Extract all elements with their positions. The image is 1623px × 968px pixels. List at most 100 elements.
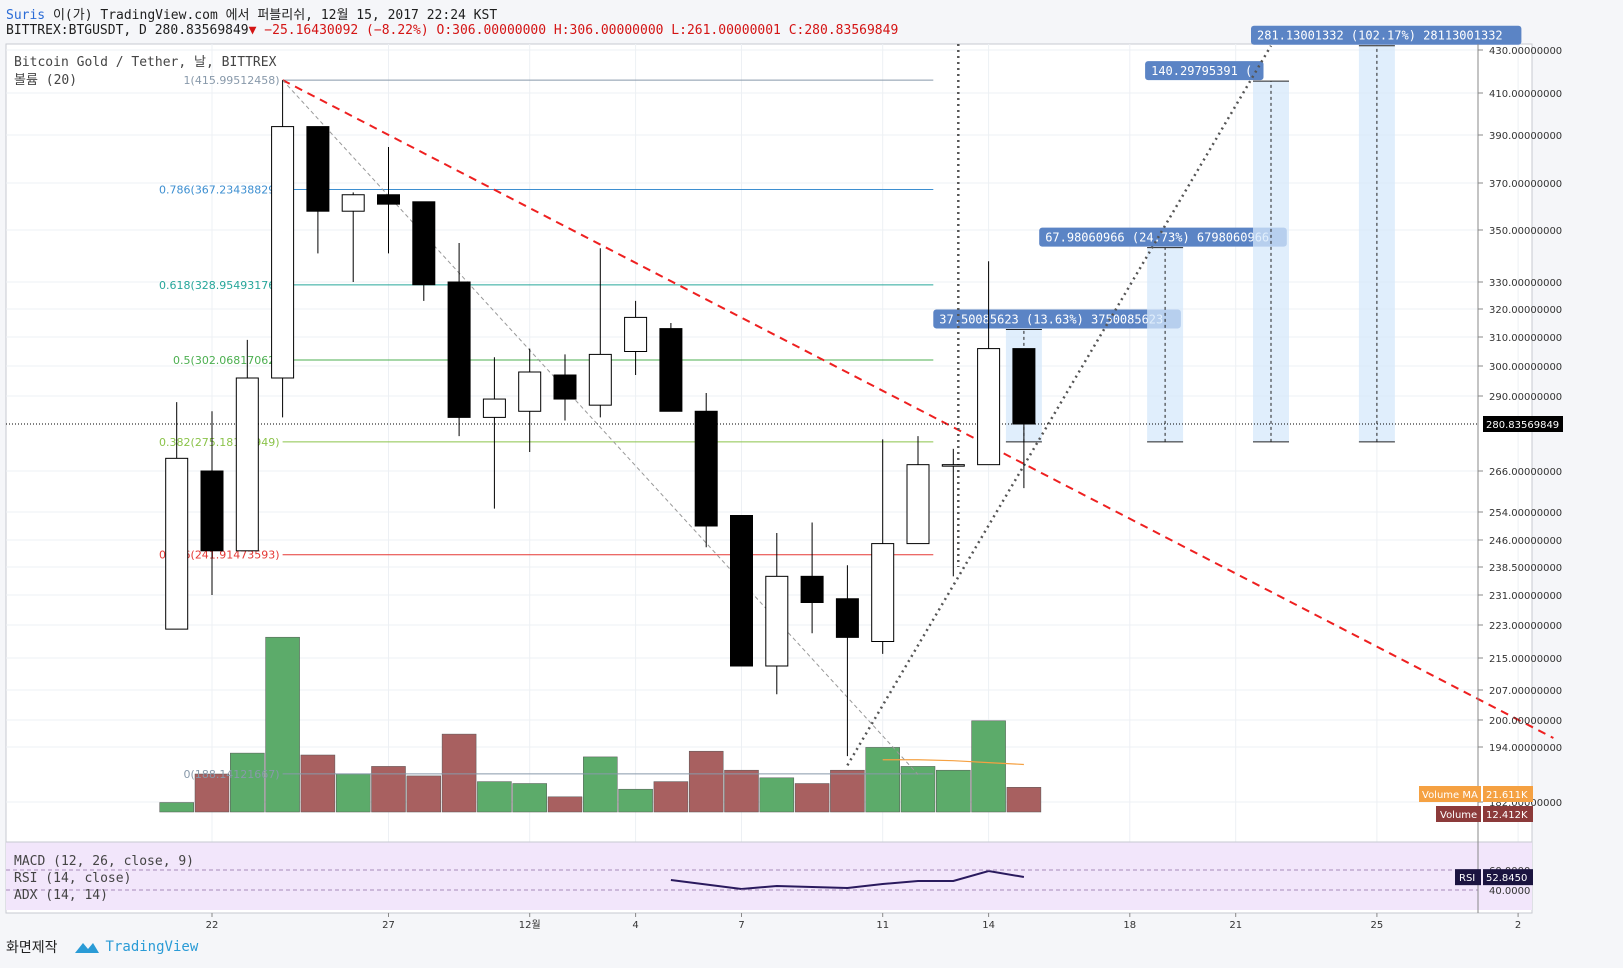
rsi-tick-label: 40.0000: [1489, 886, 1530, 897]
price-tick-label: 390.00000000: [1489, 131, 1562, 142]
volume-bar: [794, 783, 830, 813]
volume-bar: [300, 754, 336, 813]
rsi-value: 52.8450: [1486, 873, 1527, 884]
publish-header: Suris 이(가) TradingView.com 에서 퍼블리쉬, 12월 …: [6, 4, 497, 23]
price-tick-label: 223.00000000: [1489, 621, 1562, 632]
volume-ma-value-bg: [1483, 786, 1533, 802]
projection-label: 37.50085623 (13.63%) 3750085623: [939, 312, 1163, 326]
candle-body: [165, 457, 189, 630]
change-value: −25.16430092 (−8.22%): [264, 23, 429, 38]
rsi-name-bg: [1455, 869, 1481, 886]
volume-bar: [936, 769, 971, 813]
candle-body: [1012, 348, 1036, 425]
volume-bar: [900, 766, 936, 813]
time-tick-label: 21: [1229, 920, 1242, 931]
candle-body: [306, 126, 330, 212]
volume-bar: [830, 769, 865, 813]
rsi-line: [670, 869, 1025, 891]
candle-body: [694, 410, 718, 527]
fib-level-label: 1(415.99512458): [184, 74, 280, 87]
candle-body: [518, 371, 542, 412]
candle-body: [235, 377, 259, 552]
price-tick-label: 238.50000000: [1489, 563, 1562, 574]
ohlc-values: O:306.00000000 H:306.00000000 L:261.0000…: [436, 23, 899, 38]
volume-bar: [971, 720, 1006, 813]
candle-body: [271, 126, 295, 379]
price-tick-label: 194.00000000: [1489, 743, 1562, 754]
axis-labels: 280.83569849 Volume MA 21.611K Volume 12.412…: [1419, 416, 1563, 886]
fib-level-label: 0.618(328.95493176): [159, 279, 280, 292]
time-axis[interactable]: 22 27 12월 4 7 11 14 18 21 25 2: [206, 913, 1522, 931]
projection-boxes: 37.50085623 (13.63%) 3750085623 67.980609…: [933, 25, 1522, 443]
candle-body: [341, 194, 365, 212]
volume-ma-line: [882, 759, 1024, 766]
price-tick-label: 370.00000000: [1489, 179, 1562, 190]
candle-body: [553, 374, 577, 400]
volume-bars: [159, 636, 1042, 813]
price-tick-label: 215.00000000: [1489, 654, 1562, 665]
footer: 화면제작 TradingView: [6, 937, 198, 957]
volume-name: Volume: [1440, 810, 1477, 821]
time-tick-label: 2: [1515, 920, 1521, 931]
volume-bar: [159, 802, 194, 813]
fib-level-label: 0.236(241.91473593): [159, 549, 280, 562]
fib-level-label: 0(188.14121667): [184, 768, 280, 781]
time-tick-label: 18: [1123, 920, 1136, 931]
time-tick-label: 22: [206, 920, 219, 931]
fibonacci-retracement[interactable]: 1(415.99512458) 0.786(367.23438829) 0.618(…: [159, 74, 934, 781]
price-tick-label: 330.00000000: [1489, 278, 1562, 289]
candle-body: [977, 348, 1001, 466]
volume-bar: [865, 747, 900, 813]
price-tick-label: 231.00000000: [1489, 591, 1562, 602]
publisher-link[interactable]: Suris: [6, 8, 46, 23]
volume-bar: [477, 781, 512, 813]
volume-value-bg: [1483, 806, 1533, 822]
volume-bar: [512, 783, 547, 813]
volume-bar: [335, 773, 371, 813]
brand-label: TradingView: [105, 939, 199, 955]
projection-label: 67.98060966 (24.73%) 6798060966: [1045, 231, 1269, 245]
time-tick-label: 11: [876, 920, 889, 931]
volume-bar: [194, 773, 230, 813]
volume-value: 12.412K: [1486, 810, 1528, 821]
candle-body: [659, 328, 683, 412]
volume-ma-value: 21.611K: [1486, 790, 1528, 801]
rsi-indicator: 60.000040.0000: [6, 866, 1530, 897]
price-tick-label: 207.00000000: [1489, 686, 1562, 697]
legend-rsi: RSI (14, close): [14, 871, 131, 886]
candle-body: [624, 316, 648, 352]
fib-level-label: 0.5(302.06817062): [173, 354, 280, 367]
price-tick-label: 300.00000000: [1489, 362, 1562, 373]
time-tick-label: 7: [738, 920, 744, 931]
price-tick-label: 266.00000000: [1489, 467, 1562, 478]
volume-bar: [371, 766, 406, 813]
last-price: 280.83569849: [154, 23, 249, 38]
tradingview-brand[interactable]: TradingView: [74, 939, 199, 955]
rsi-name: RSI: [1459, 873, 1475, 884]
price-tick-label: 410.00000000: [1489, 89, 1562, 100]
candle-body: [588, 353, 612, 406]
volume-bar: [618, 788, 653, 813]
candle-body: [835, 598, 859, 638]
last-price-badge-bg: [1483, 416, 1563, 433]
price-axis[interactable]: 430.00000000 410.00000000 390.00000000 370.…: [1477, 44, 1562, 913]
projection-label-bg: [1145, 61, 1264, 81]
volume-bar: [406, 775, 442, 813]
volume-bar: [1006, 787, 1042, 813]
candle-body: [871, 543, 895, 642]
volume-bar: [724, 769, 759, 813]
red-trendline: [282, 79, 1554, 739]
legend-adx: ADX (14, 14): [14, 888, 108, 903]
symbol-header: BITTREX:BTGUSDT, D 280.83569849▼ −25.164…: [6, 23, 898, 38]
price-tick-label: 182.00000000: [1489, 798, 1562, 809]
price-tick-label: 254.00000000: [1489, 508, 1562, 519]
price-tick-label: 430.00000000: [1489, 46, 1562, 57]
dotted-diagonal-line: [846, 45, 1273, 766]
price-tick-label: 350.00000000: [1489, 226, 1562, 237]
candle-body: [730, 515, 753, 667]
time-tick-label: 25: [1371, 920, 1384, 931]
volume-bar: [547, 796, 583, 813]
tradingview-logo-icon: [74, 943, 99, 953]
volume-bar: [759, 777, 795, 813]
